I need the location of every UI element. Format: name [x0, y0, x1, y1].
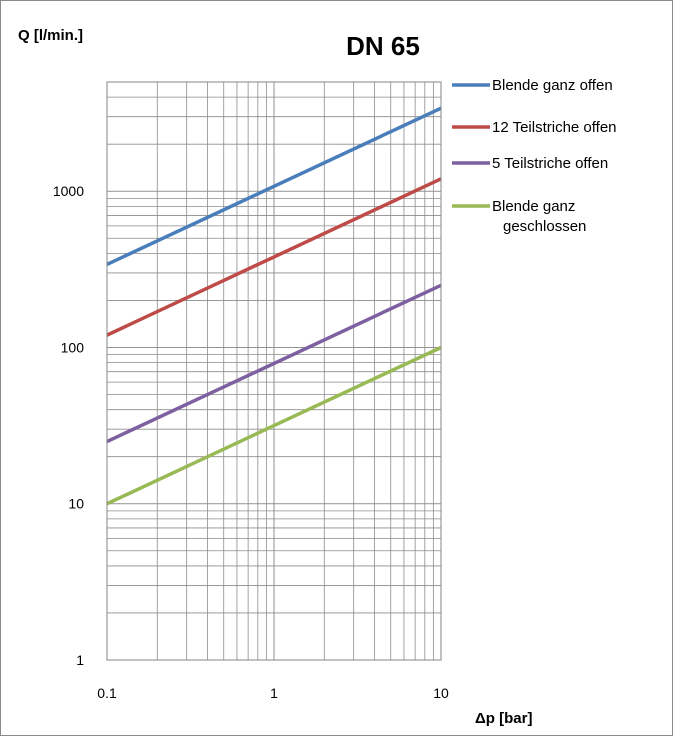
- tick-labels: 0.1 1 10 1 10 100 1000: [53, 183, 449, 701]
- x-tick-label: 0.1: [97, 685, 117, 701]
- series-line-4: [106, 345, 442, 506]
- legend: Blende ganz offen 12 Teilstriche offen 5 T…: [452, 77, 617, 235]
- legend-label: 5 Teilstriche offen: [492, 155, 608, 172]
- x-tick-label: 1: [270, 685, 278, 701]
- series-line-1: [106, 106, 442, 267]
- y-tick-label: 100: [61, 339, 85, 355]
- legend-label: Blende ganz geschlossen: [492, 198, 586, 235]
- x-tick-label: 10: [433, 685, 449, 701]
- legend-label: Blende ganz offen: [492, 77, 613, 94]
- series-line-2: [106, 177, 442, 337]
- series-lines: [106, 106, 442, 506]
- series-line-3: [106, 283, 442, 444]
- y-tick-label: 1: [76, 652, 84, 668]
- y-tick-label: 10: [68, 496, 84, 512]
- legend-label: 12 Teilstriche offen: [492, 119, 617, 136]
- y-axis-title: Q [l/min.]: [18, 27, 83, 44]
- chart-title: DN 65: [346, 31, 420, 61]
- x-axis-title: Δp [bar]: [475, 710, 532, 727]
- plot-area-border: [106, 81, 442, 661]
- y-tick-label: 1000: [53, 183, 84, 199]
